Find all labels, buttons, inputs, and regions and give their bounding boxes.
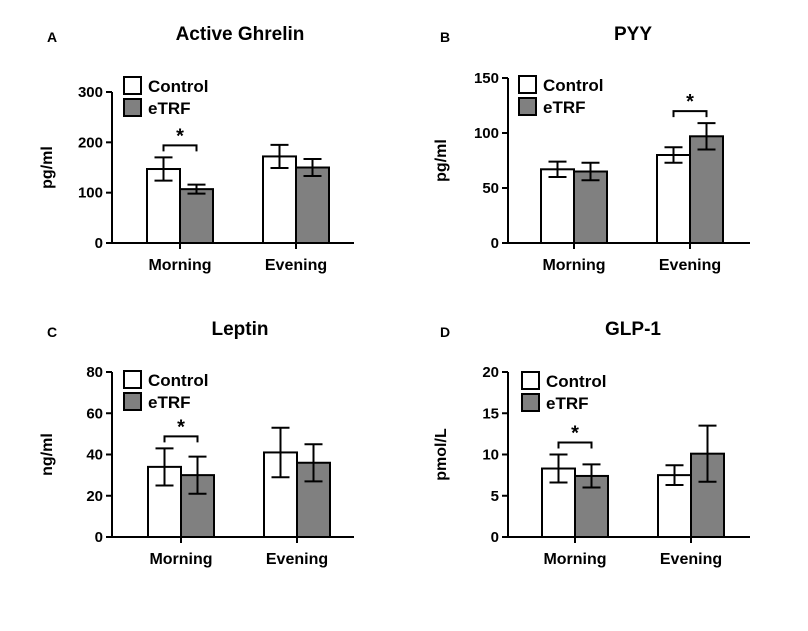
legend-swatch-etrf [123, 392, 142, 411]
significance-bracket [557, 441, 593, 449]
legend-swatch-control [521, 371, 540, 390]
significance-marker: * [686, 91, 694, 113]
legend-swatch-control [123, 76, 142, 95]
legend-swatch-control [123, 370, 142, 389]
y-tick-label: 0 [95, 529, 103, 546]
legend-label: Control [148, 77, 208, 96]
y-axis-label: pg/ml [39, 146, 56, 189]
significance-bracket [163, 435, 199, 443]
y-tick-label: 40 [86, 447, 103, 464]
x-tick-label: Morning [543, 551, 606, 568]
y-tick-label: 5 [491, 488, 499, 505]
panel-label: B [440, 29, 450, 45]
y-tick-label: 0 [491, 529, 499, 546]
chart-title: Active Ghrelin [176, 24, 305, 45]
chart-title: PYY [614, 24, 652, 45]
legend-label: eTRF [148, 393, 191, 412]
x-tick-label: Evening [659, 257, 721, 274]
x-tick-label: Morning [542, 257, 605, 274]
legend-swatch-etrf [123, 98, 142, 117]
panel-label: D [440, 324, 450, 340]
chart-panel-c: C Leptin ng/ml 0 20 40 60 80 Morning Evening * Cont… [39, 319, 354, 568]
y-tick-label: 300 [78, 84, 103, 101]
legend-swatch-control [518, 75, 537, 94]
significance-marker: * [571, 423, 579, 445]
legend-label: eTRF [546, 394, 589, 413]
bar-control-evening [656, 154, 691, 244]
significance-marker: * [176, 125, 184, 147]
y-tick-label: 0 [491, 235, 499, 252]
y-tick-label: 10 [482, 447, 499, 464]
bar-etrf-evening [295, 166, 330, 244]
y-axis-label: ng/ml [39, 433, 56, 476]
x-tick-label: Evening [265, 257, 327, 274]
chart-panel-a: A Active Ghrelin pg/ml 0 100 200 300 Morning Eve… [39, 24, 354, 274]
y-tick-label: 0 [95, 235, 103, 252]
y-tick-label: 20 [86, 488, 103, 505]
legend-label: eTRF [148, 99, 191, 118]
legend-label: Control [148, 371, 208, 390]
y-axis-label: pg/ml [433, 139, 450, 182]
chart-title: GLP-1 [605, 319, 661, 340]
bar-etrf-evening [689, 135, 724, 244]
legend-label: Control [546, 372, 606, 391]
y-axis-label: pmol/L [433, 428, 450, 481]
significance-bracket [162, 144, 198, 152]
bar-etrf-morning [573, 170, 608, 244]
y-tick-label: 80 [86, 364, 103, 381]
x-tick-label: Morning [148, 257, 211, 274]
chart-panel-d: D GLP-1 pmol/L 0 5 10 15 20 Morning Evening * Contr… [433, 319, 750, 568]
x-tick-label: Evening [660, 551, 722, 568]
y-tick-label: 100 [78, 185, 103, 202]
legend-swatch-etrf [518, 97, 537, 116]
legend-swatch-etrf [521, 393, 540, 412]
y-tick-label: 200 [78, 134, 103, 151]
significance-marker: * [177, 416, 185, 438]
y-tick-label: 20 [482, 364, 499, 381]
chart-title: Leptin [212, 319, 269, 340]
x-tick-label: Evening [266, 551, 328, 568]
legend-label: eTRF [543, 98, 586, 117]
bar-etrf-morning [179, 188, 214, 244]
chart-panel-b: B PYY pg/ml 0 50 100 150 Morning Evening * Control… [433, 24, 750, 274]
y-tick-label: 100 [474, 125, 499, 142]
y-tick-label: 15 [482, 405, 499, 422]
y-tick-label: 50 [482, 180, 499, 197]
significance-bracket [672, 110, 708, 118]
bar-control-evening [262, 155, 297, 244]
y-tick-label: 150 [474, 70, 499, 87]
x-tick-label: Morning [149, 551, 212, 568]
y-tick-label: 60 [86, 405, 103, 422]
legend-label: Control [543, 76, 603, 95]
panel-label: C [47, 324, 57, 340]
panel-label: A [47, 29, 57, 45]
bar-control-morning [540, 168, 575, 244]
